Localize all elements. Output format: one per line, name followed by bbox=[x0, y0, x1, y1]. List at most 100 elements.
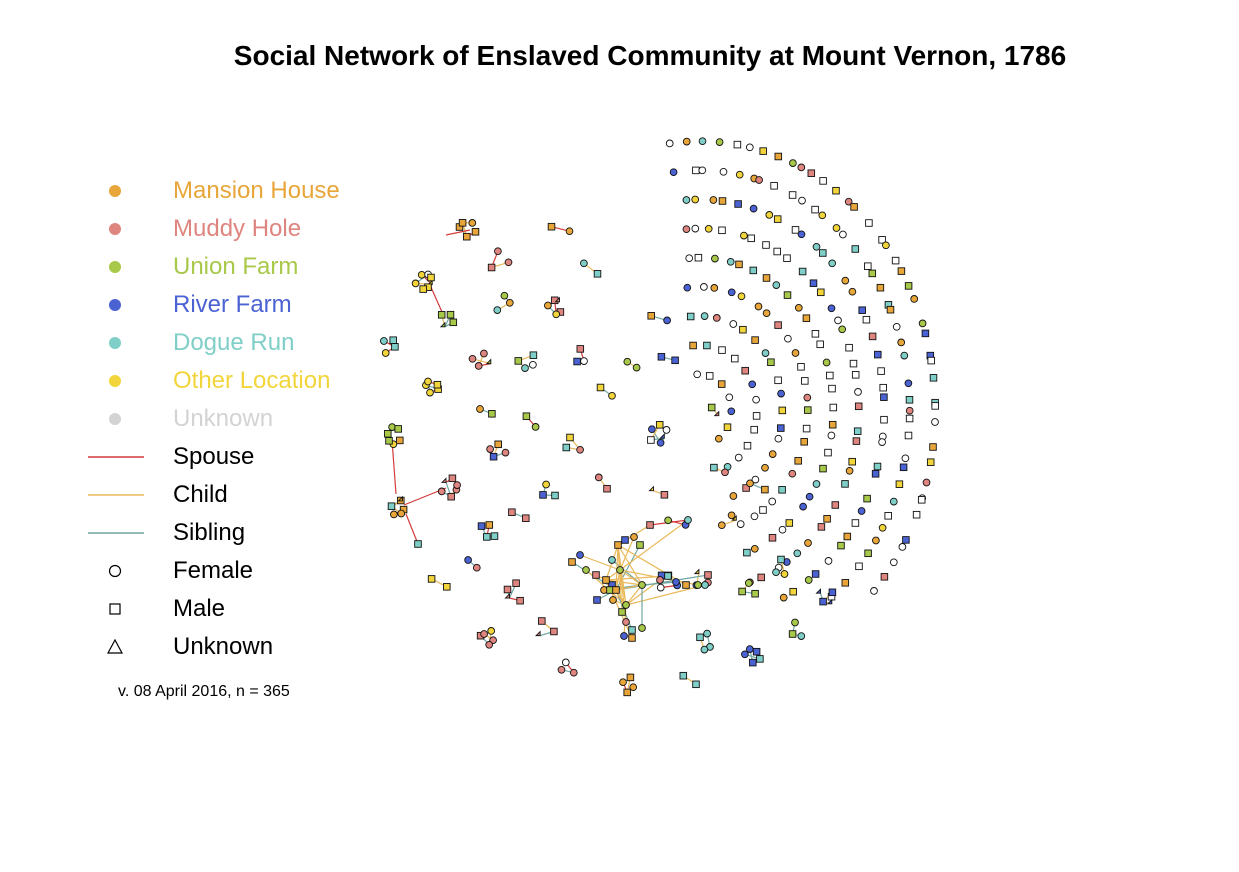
person-node bbox=[897, 267, 906, 275]
person-node bbox=[772, 568, 780, 577]
person-node bbox=[755, 176, 763, 184]
person-node bbox=[655, 421, 664, 429]
person-node bbox=[772, 281, 781, 289]
person-node bbox=[931, 418, 939, 426]
person-node bbox=[468, 354, 477, 363]
person-node bbox=[483, 533, 491, 541]
child-edge bbox=[619, 569, 643, 586]
person-node bbox=[648, 485, 654, 492]
person-node bbox=[693, 370, 702, 379]
person-node bbox=[798, 196, 806, 205]
person-node bbox=[698, 166, 707, 175]
person-node bbox=[390, 510, 398, 519]
person-node bbox=[616, 566, 624, 574]
person-node bbox=[773, 215, 782, 223]
person-node bbox=[437, 311, 446, 319]
person-node bbox=[750, 425, 758, 434]
person-node bbox=[477, 522, 486, 530]
person-node bbox=[544, 301, 552, 310]
chart-title: Social Network of Enslaved Community at … bbox=[233, 40, 1067, 71]
person-node bbox=[886, 305, 895, 314]
person-node bbox=[841, 276, 850, 285]
person-node bbox=[868, 332, 877, 341]
person-node bbox=[811, 330, 820, 338]
person-node bbox=[535, 630, 541, 637]
person-node bbox=[811, 205, 819, 214]
person-node bbox=[817, 288, 825, 297]
person-node bbox=[818, 211, 827, 220]
person-node bbox=[602, 576, 610, 584]
person-node bbox=[853, 427, 862, 435]
person-node bbox=[788, 469, 797, 478]
person-node bbox=[562, 443, 571, 452]
legend-gender-triangle-symbol bbox=[80, 628, 150, 666]
person-node bbox=[762, 309, 771, 318]
person-node bbox=[700, 645, 709, 654]
person-node bbox=[762, 274, 771, 282]
person-node bbox=[845, 466, 854, 475]
person-node bbox=[789, 159, 797, 167]
child-edge bbox=[619, 519, 689, 571]
person-node bbox=[816, 340, 824, 349]
person-node bbox=[832, 186, 840, 195]
person-node bbox=[838, 325, 847, 334]
person-node bbox=[703, 341, 711, 350]
person-node bbox=[512, 579, 520, 587]
person-node bbox=[505, 298, 514, 307]
person-node bbox=[504, 258, 513, 267]
person-node bbox=[628, 626, 636, 634]
person-node bbox=[797, 230, 806, 239]
person-node bbox=[865, 219, 873, 227]
person-node bbox=[490, 532, 499, 540]
person-node bbox=[725, 393, 734, 402]
person-node bbox=[489, 452, 498, 461]
person-node bbox=[596, 383, 605, 392]
person-node bbox=[773, 247, 781, 256]
person-node bbox=[882, 241, 890, 250]
person-node bbox=[380, 337, 388, 345]
person-node bbox=[664, 516, 672, 525]
person-node bbox=[849, 359, 858, 368]
spouse-edge bbox=[429, 284, 443, 313]
person-node bbox=[576, 551, 584, 559]
person-node bbox=[700, 283, 708, 291]
spouse-edge bbox=[445, 229, 471, 236]
person-node bbox=[811, 570, 820, 578]
person-node bbox=[870, 587, 878, 595]
person-node bbox=[561, 658, 570, 667]
person-node bbox=[427, 273, 435, 282]
legend-relation-sibling: Sibling bbox=[80, 514, 380, 552]
person-node bbox=[464, 556, 472, 564]
child-edge bbox=[617, 544, 643, 586]
child-edge bbox=[625, 584, 706, 606]
person-node bbox=[848, 457, 856, 466]
person-node bbox=[828, 384, 836, 393]
person-node bbox=[443, 583, 451, 591]
person-node bbox=[494, 440, 502, 449]
person-node bbox=[862, 315, 871, 324]
person-node bbox=[474, 362, 483, 370]
person-node bbox=[504, 592, 510, 599]
person-node bbox=[503, 585, 512, 594]
person-node bbox=[580, 259, 588, 268]
person-node bbox=[531, 423, 540, 431]
person-node bbox=[829, 403, 838, 412]
person-node bbox=[723, 423, 732, 431]
person-node bbox=[701, 581, 709, 589]
person-node bbox=[749, 266, 758, 275]
person-node bbox=[895, 480, 904, 488]
person-node bbox=[768, 534, 777, 542]
person-node bbox=[501, 448, 510, 457]
person-node bbox=[804, 539, 812, 547]
person-node bbox=[426, 388, 434, 397]
person-node bbox=[565, 227, 574, 236]
person-node bbox=[863, 494, 871, 503]
person-node bbox=[864, 549, 872, 558]
person-node bbox=[797, 163, 806, 172]
network-edges bbox=[383, 222, 833, 693]
spouse-edge bbox=[405, 513, 419, 545]
person-node bbox=[449, 318, 458, 327]
person-node bbox=[458, 219, 467, 227]
person-node bbox=[931, 402, 939, 410]
person-node bbox=[876, 283, 885, 292]
